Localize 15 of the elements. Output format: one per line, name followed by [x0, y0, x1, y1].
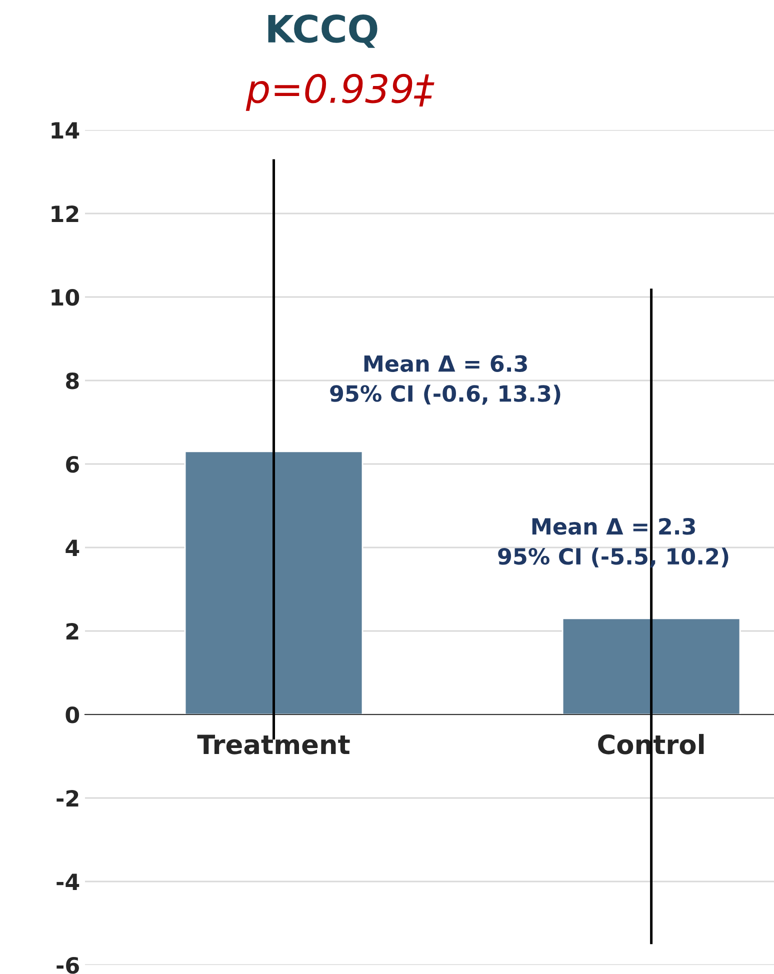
y-tick-label: 8: [66, 372, 79, 390]
y-tick-label: 14: [52, 122, 80, 138]
y-tick-label: 4: [66, 540, 80, 556]
y-tick-label: -4: [56, 874, 80, 890]
chart-title: KCCQ: [268, 14, 378, 48]
y-tick-label: 2: [66, 622, 78, 640]
x-tick-label: Treatment: [197, 734, 350, 754]
y-tick-label: -6: [56, 956, 79, 974]
y-tick-label: -2: [56, 790, 78, 806]
y-tick-label: 10: [52, 288, 80, 306]
annotation: Mean Δ = 6.3 95% CI (-0.6, 13.3): [330, 355, 560, 405]
y-tick-label: 12: [52, 205, 78, 222]
y-tick-label: 6: [66, 456, 79, 473]
chart-subtitle: p=0.939‡: [246, 74, 434, 111]
y-tick-label: 0: [66, 706, 80, 724]
